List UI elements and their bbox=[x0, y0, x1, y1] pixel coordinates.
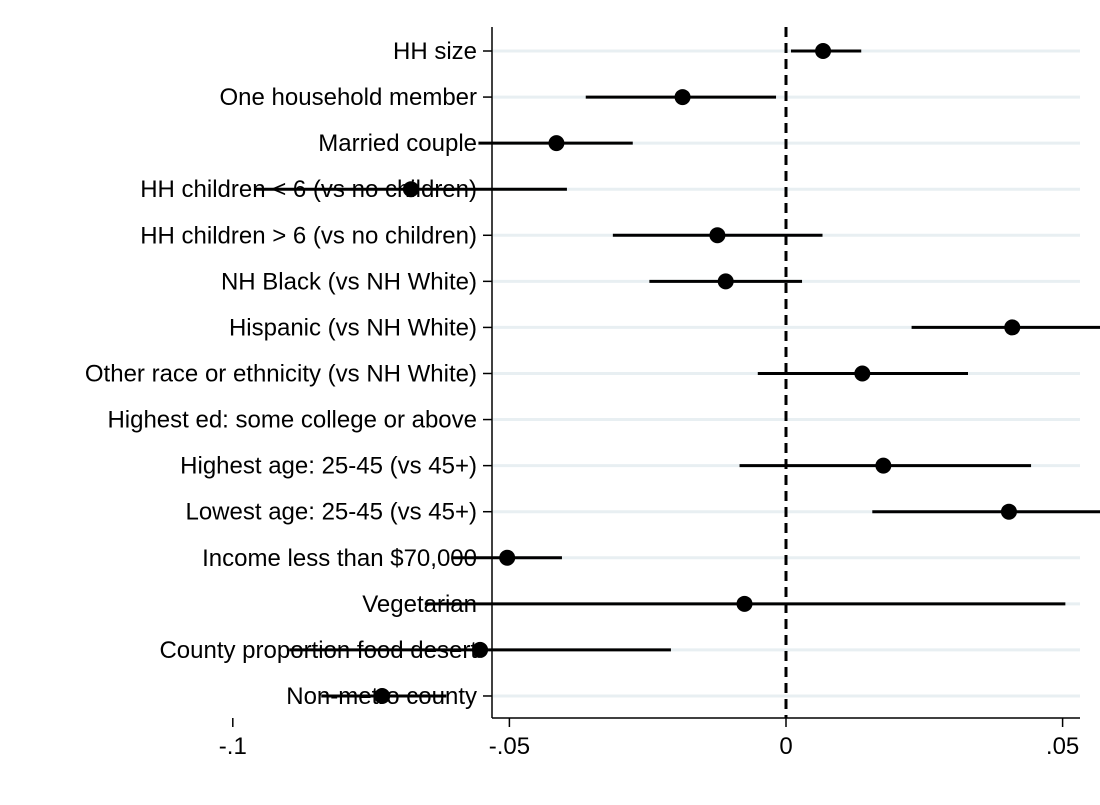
point-estimate bbox=[854, 365, 871, 382]
category-label: HH children > 6 (vs no children) bbox=[140, 222, 477, 249]
category-label: Income less than $70,000 bbox=[202, 545, 477, 572]
category-label: Lowest age: 25-45 (vs 45+) bbox=[185, 499, 477, 526]
x-tick-label: .05 bbox=[1046, 733, 1079, 760]
point-estimate bbox=[875, 457, 892, 474]
point-layer bbox=[374, 43, 1021, 704]
category-label: Married couple bbox=[318, 130, 477, 157]
x-tick-label: 0 bbox=[779, 733, 792, 760]
point-estimate bbox=[717, 273, 734, 290]
label-layer: HH size One household member Married coupl… bbox=[85, 38, 1079, 760]
category-label: HH children < 6 (vs no children) bbox=[140, 176, 477, 203]
point-estimate bbox=[548, 135, 565, 152]
point-estimate bbox=[736, 595, 753, 612]
category-label: Highest ed: some college or above bbox=[107, 407, 477, 434]
point-estimate bbox=[674, 89, 691, 106]
category-label: Vegetarian bbox=[362, 591, 477, 618]
point-estimate bbox=[1004, 319, 1021, 336]
category-label: County proportion food desert bbox=[159, 637, 477, 664]
category-label: Non-metro county bbox=[286, 683, 477, 710]
point-estimate bbox=[499, 549, 516, 566]
x-tick-label: -.1 bbox=[219, 733, 247, 760]
point-estimate bbox=[472, 641, 489, 658]
category-label: Hispanic (vs NH White) bbox=[229, 314, 477, 341]
category-label: Other race or ethnicity (vs NH White) bbox=[85, 360, 477, 387]
point-estimate bbox=[1000, 503, 1017, 520]
category-label: Highest age: 25-45 (vs 45+) bbox=[180, 453, 477, 480]
point-estimate bbox=[402, 181, 419, 198]
point-estimate bbox=[815, 43, 832, 59]
x-tick-label: -.05 bbox=[489, 733, 530, 760]
category-label: NH Black (vs NH White) bbox=[221, 268, 477, 295]
point-estimate bbox=[374, 687, 391, 704]
category-label: HH size bbox=[393, 38, 477, 65]
point-estimate bbox=[709, 227, 726, 244]
category-label: One household member bbox=[220, 84, 477, 111]
